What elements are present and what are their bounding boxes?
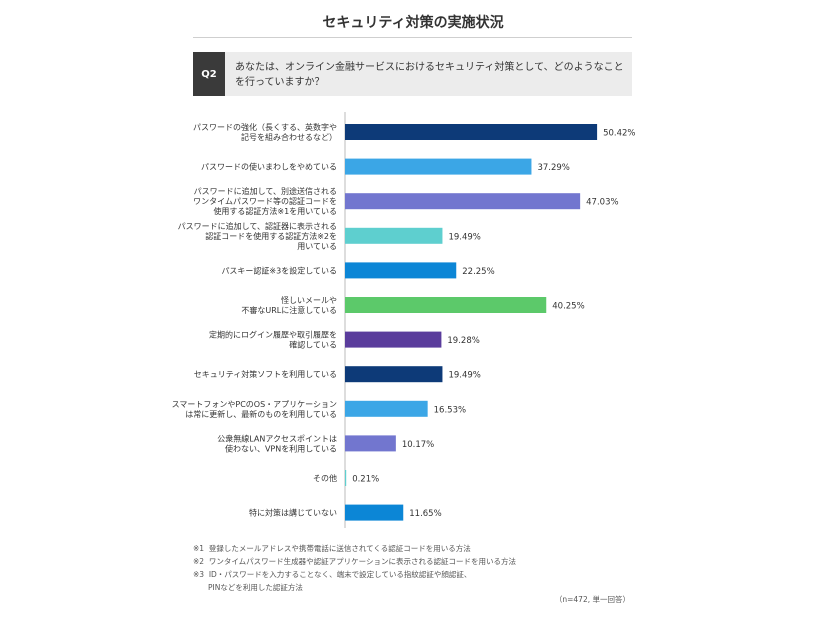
question-text: あなたは、オンライン金融サービスにおけるセキュリティ対策として、どのようなことを… bbox=[235, 62, 624, 88]
category-label-5: パスキー認証※3を設定している bbox=[221, 265, 337, 275]
bar-value-label-9: 16.53% bbox=[434, 405, 466, 415]
footnote-2: ※2 ワンタイムパスワード生成器や認証アプリケーションに表示される認証コードを用… bbox=[193, 557, 517, 566]
category-label-6-line-1: 怪しいメールや bbox=[281, 295, 337, 305]
bar-value-label-3: 47.03% bbox=[586, 198, 618, 208]
footnotes: ※1 登録したメールアドレスや携帯電話に送信されてくる認証コードを用いる方法 ※… bbox=[193, 542, 516, 594]
category-label-11: その他 bbox=[313, 473, 337, 483]
bar-4 bbox=[345, 227, 443, 244]
bar-6 bbox=[345, 297, 547, 313]
bar-value-label-10: 10.17% bbox=[402, 440, 434, 450]
category-label-10-line-2: 使わない、VPNを利用している bbox=[225, 443, 337, 453]
bar-1 bbox=[345, 124, 598, 140]
category-label-9-line-2: は常に更新し、最新のものを利用している bbox=[185, 409, 337, 419]
bar-3 bbox=[345, 193, 581, 210]
bar-5 bbox=[345, 262, 457, 279]
footnote-3: ※3 ID・パスワードを入力することなく、端末で設定している指紋認証や顔認証、 bbox=[193, 570, 472, 579]
bar-value-label-2: 37.29% bbox=[537, 163, 569, 173]
category-label-3-line-1: パスワードに追加して、別途送信される bbox=[194, 186, 337, 196]
bar-2 bbox=[345, 158, 532, 175]
category-label-9-line-1: スマートフォンやPCのOS・アプリケーション bbox=[172, 400, 337, 409]
category-label-12: 特に対策は講じていない bbox=[249, 508, 337, 518]
category-label-6-line-2: 不審なURLに注意している bbox=[241, 305, 337, 315]
question-box: Q2 あなたは、オンライン金融サービスにおけるセキュリティ対策として、どのような… bbox=[193, 52, 632, 96]
category-label-1-line-1: パスワードの強化（長くする、英数字や bbox=[193, 122, 337, 132]
bar-8 bbox=[345, 366, 443, 383]
bar-9 bbox=[345, 400, 428, 417]
bar-value-label-7: 19.28% bbox=[447, 336, 479, 346]
footnote-1: ※1 登録したメールアドレスや携帯電話に送信されてくる認証コードを用いる方法 bbox=[193, 544, 471, 553]
category-label-1-line-2: 記号を組み合わせるなど） bbox=[241, 132, 337, 142]
category-label-4-line-2: 認証コードを使用する認証方法※2を bbox=[205, 231, 337, 241]
bar-12 bbox=[345, 504, 404, 521]
category-label-10-line-1: 公衆無線LANアクセスポイントは bbox=[217, 433, 337, 443]
bar-value-label-6: 40.25% bbox=[552, 302, 584, 312]
category-label-3-line-3: 使用する認証方法※1を用いている bbox=[213, 206, 337, 216]
bar-value-label-4: 19.49% bbox=[448, 232, 480, 242]
category-label-7-line-1: 定期的にログイン履歴や取引履歴を bbox=[209, 330, 337, 340]
bar-11 bbox=[345, 470, 347, 486]
bar-value-label-11: 0.21% bbox=[352, 475, 379, 485]
question-label: Q2 bbox=[193, 52, 225, 96]
title-divider bbox=[193, 37, 632, 38]
chart-title: セキュリティ対策の実施状況 bbox=[322, 15, 504, 31]
bar-value-label-12: 11.65% bbox=[409, 509, 441, 519]
bar-7 bbox=[345, 331, 442, 348]
category-label-3-line-2: ワンタイムパスワード等の認証コードを bbox=[193, 196, 337, 206]
category-label-7-line-2: 確認している bbox=[289, 340, 337, 350]
bar-value-label-1: 50.42% bbox=[603, 129, 635, 139]
category-label-4-line-3: 用いている bbox=[297, 242, 337, 251]
footnote-3-cont: PINなどを利用した認証方法 bbox=[208, 583, 303, 592]
bar-10 bbox=[345, 435, 396, 452]
category-label-2: パスワードの使いまわしをやめている bbox=[201, 162, 337, 172]
bar-value-label-5: 22.25% bbox=[462, 267, 494, 277]
category-label-4-line-1: パスワードに追加して、認証器に表示される bbox=[178, 221, 337, 231]
category-label-8: セキュリティ対策ソフトを利用している bbox=[194, 369, 337, 379]
sample-size-note: （n=472, 単一回答） bbox=[554, 595, 630, 604]
bar-value-label-8: 19.49% bbox=[448, 371, 480, 381]
